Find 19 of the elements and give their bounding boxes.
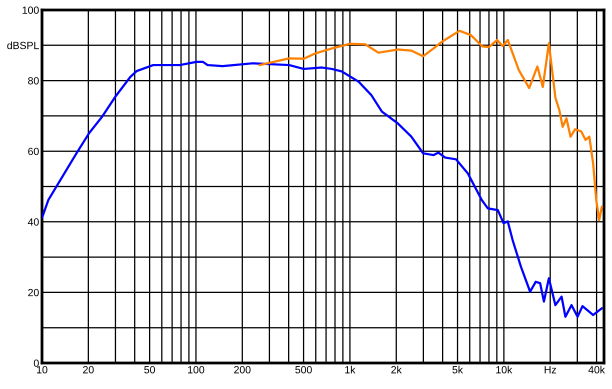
y-tick-label: 60 [28,148,39,156]
x-tick-label: 2k [391,366,402,374]
x-tick-label: 500 [295,366,312,374]
x-tick-label: 50 [144,366,155,374]
y-tick-label: 80 [28,77,39,84]
y-tick-label: 40 [28,218,39,226]
x-tick-label: 10 [37,366,48,374]
y-tick-label: 0 [34,360,39,367]
x-tick-label: 1k [345,366,356,374]
y-tick-label: 100 [22,6,39,14]
x-tick-label: 5k [452,366,464,374]
y-tick-label: 20 [28,288,39,296]
y-tick-label: dBSPL [7,42,39,50]
x-tick-label: 100 [188,366,204,374]
x-tick-label: 40k [588,366,605,374]
x-tick-label: 20 [83,366,94,374]
x-tick-label: 10k [496,366,512,374]
x-tick-label: 200 [234,366,251,374]
x-tick-label: Hz [544,366,556,374]
